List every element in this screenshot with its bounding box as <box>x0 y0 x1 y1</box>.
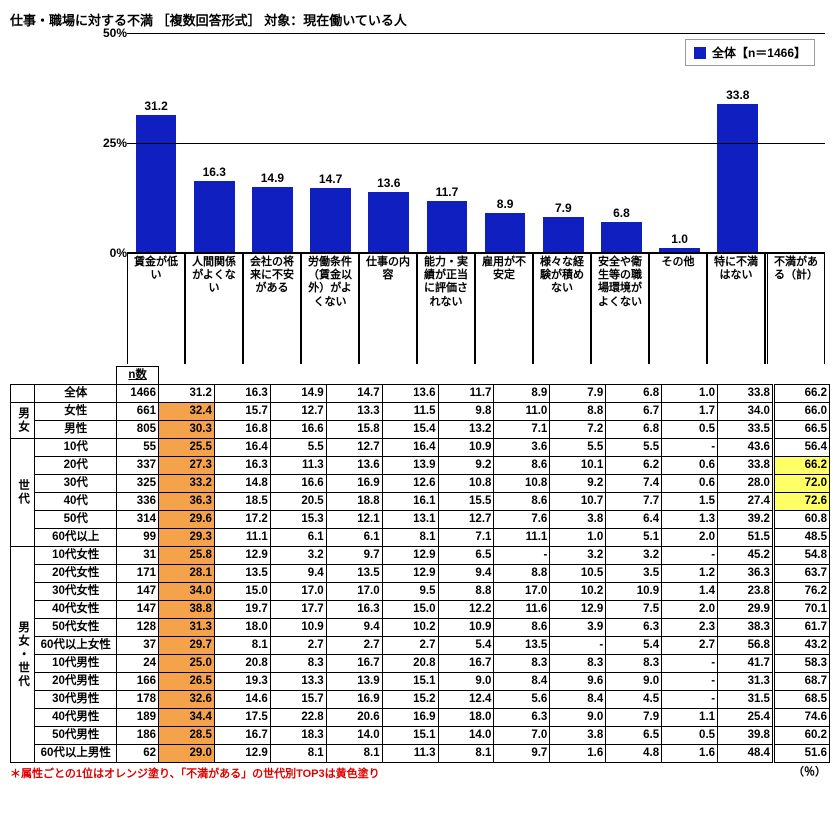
page-title: 仕事・職場に対する不満 ［複数回答形式］ 対象：現在働いている人 <box>10 10 830 29</box>
data-table: n数全体146631.216.314.914.713.611.78.97.96.… <box>10 366 830 763</box>
bar-chart: 0%25%50% 全体【n＝1466】 31.216.314.914.713.6… <box>105 33 825 364</box>
percent-label: （％） <box>793 763 830 781</box>
footnote: ＊属性ごとの1位はオレンジ塗り、「不満がある」の世代別TOP3は黄色塗り <box>10 765 380 781</box>
